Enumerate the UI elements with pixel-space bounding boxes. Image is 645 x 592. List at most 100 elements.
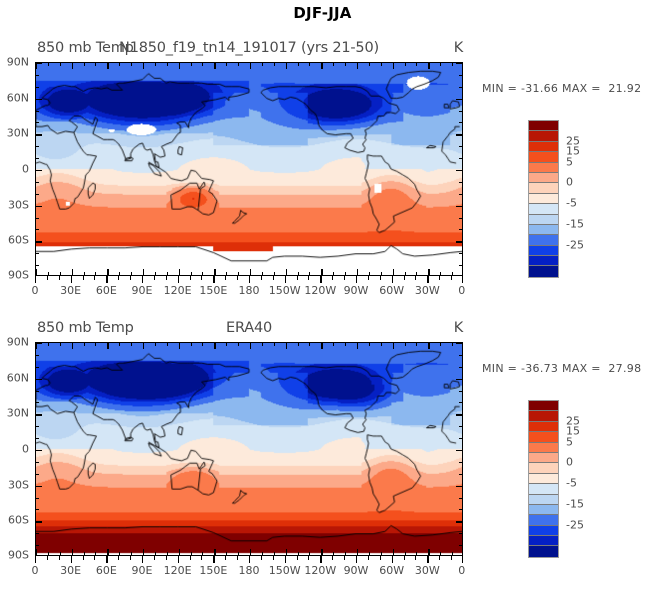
y-axis-tick-inner	[456, 450, 462, 452]
panel-header-era40: 850 mb Temp ERA40 K	[35, 320, 463, 340]
y-axis-minor-tick	[459, 473, 462, 475]
y-axis-tick-inner	[456, 63, 462, 65]
x-axis-tick-label: 90E	[131, 284, 153, 297]
colorbar-band	[529, 266, 558, 277]
x-axis-tick-inner	[107, 343, 109, 349]
x-axis-tick-inner	[71, 343, 73, 349]
y-axis-minor-tick	[36, 122, 39, 124]
y-axis-minor-tick	[36, 438, 39, 440]
x-axis-tick-inner	[143, 549, 145, 555]
x-axis-minor-tick	[119, 63, 121, 66]
x-axis-tick-inner	[321, 269, 323, 275]
y-axis-tick-label: 30N	[6, 126, 29, 140]
x-axis-tick	[320, 556, 322, 563]
x-axis-tick-inner	[285, 63, 287, 69]
x-axis-tick	[177, 276, 179, 283]
panel-label-units: K	[453, 320, 464, 336]
colorbar-band	[529, 525, 558, 537]
y-axis-tick-inner	[36, 414, 42, 416]
x-axis-minor-tick	[416, 343, 418, 346]
colorbar-band	[529, 162, 558, 173]
x-axis-minor-tick	[379, 556, 381, 560]
colorbar-band	[529, 494, 558, 505]
y-axis-minor-tick	[36, 354, 39, 356]
y-axis-minor-tick	[36, 509, 39, 511]
x-axis-tick-label: 90W	[343, 564, 369, 577]
x-axis-minor-tick	[153, 276, 155, 280]
x-axis-tick	[461, 556, 463, 563]
y-axis-tick-inner	[456, 414, 462, 416]
x-axis-tick	[35, 556, 37, 563]
x-axis-minor-tick	[226, 272, 228, 275]
y-axis-minor-tick	[459, 122, 462, 124]
y-axis-minor-tick	[36, 74, 39, 76]
y-axis-minor-tick	[459, 193, 462, 195]
panel-label-case: ERA40	[225, 320, 273, 336]
x-axis-minor-tick	[154, 272, 156, 275]
x-axis-minor-tick	[225, 276, 227, 280]
x-axis-minor-tick	[237, 276, 239, 280]
x-axis-minor-tick	[59, 343, 61, 346]
x-axis-minor-tick	[332, 556, 334, 560]
x-axis-tick-inner	[214, 549, 216, 555]
x-axis-minor-tick	[226, 63, 228, 66]
figure-title: DJF-JJA	[293, 4, 352, 22]
x-axis-minor-tick	[404, 63, 406, 66]
colorbar-band	[529, 193, 558, 205]
colorbar-band	[529, 442, 558, 453]
x-axis-minor-tick	[404, 552, 406, 555]
x-axis-tick-label: 60W	[379, 564, 405, 577]
y-axis-tick-label: 60N	[6, 371, 29, 385]
x-axis-minor-tick	[368, 272, 370, 275]
x-axis-minor-tick	[416, 63, 418, 66]
x-axis-minor-tick	[309, 552, 311, 555]
x-axis-tick-label: 30W	[414, 564, 440, 577]
colorbar-band	[529, 421, 558, 433]
x-axis-minor-tick	[47, 343, 49, 346]
x-axis-tick-label: 30E	[60, 284, 82, 297]
x-axis-minor-tick	[83, 343, 85, 346]
colorbar-band	[529, 452, 558, 464]
panel-label-variable: 850 mb Temp	[37, 40, 134, 56]
y-axis-tick-inner	[456, 521, 462, 523]
x-axis-tick-label: 150W	[268, 564, 301, 577]
map-contour-canvas	[36, 63, 462, 275]
x-axis-minor-tick	[440, 63, 442, 66]
x-axis-minor-tick	[415, 276, 417, 280]
colorbar-band	[529, 131, 558, 142]
colorbar-band	[529, 463, 558, 474]
x-axis-tick	[106, 556, 108, 563]
y-axis-minor-tick	[36, 497, 39, 499]
x-axis-minor-tick	[166, 552, 168, 555]
y-axis-tick-inner	[36, 485, 42, 487]
colorbar-band	[529, 536, 558, 547]
colorbar-band	[529, 245, 558, 257]
x-axis-minor-tick	[332, 276, 334, 280]
x-axis-minor-tick	[452, 63, 454, 66]
x-axis-tick-label: 90E	[131, 564, 153, 577]
colorbar-band	[529, 235, 558, 246]
y-axis-minor-tick	[36, 217, 39, 219]
x-axis-tick-inner	[178, 343, 180, 349]
y-axis-minor-tick	[36, 253, 39, 255]
x-axis-minor-tick	[333, 272, 335, 275]
y-axis-tick-inner	[36, 343, 42, 345]
y-axis-minor-tick	[459, 366, 462, 368]
x-axis-tick-label: 120W	[304, 564, 337, 577]
x-axis-minor-tick	[190, 552, 192, 555]
y-axis-tick-label: 60N	[6, 91, 29, 105]
panel-label-units: K	[453, 40, 464, 56]
x-axis-tick-label: 90W	[343, 284, 369, 297]
x-axis-minor-tick	[379, 276, 381, 280]
x-axis-tick-inner	[428, 549, 430, 555]
x-axis-tick-label: 150E	[199, 284, 228, 297]
x-axis-tick-inner	[392, 549, 394, 555]
y-axis-tick-inner	[456, 170, 462, 172]
x-axis-tick-inner	[71, 63, 73, 69]
x-axis-tick-label: 150W	[268, 284, 301, 297]
x-axis-tick-inner	[250, 269, 252, 275]
x-axis-tick	[35, 276, 37, 283]
y-axis-minor-tick	[36, 181, 39, 183]
x-axis-tick-inner	[357, 63, 359, 69]
